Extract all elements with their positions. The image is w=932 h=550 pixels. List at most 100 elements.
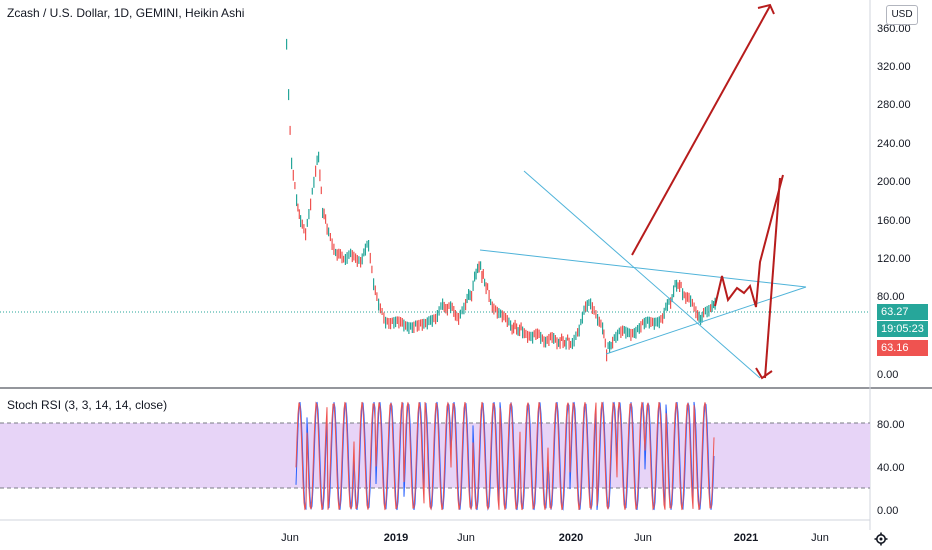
candle	[446, 303, 448, 316]
candle	[680, 281, 682, 289]
candle	[408, 322, 410, 334]
indicator-label[interactable]: Stoch RSI (3, 3, 14, 14, close)	[7, 398, 168, 412]
candle	[355, 253, 357, 263]
candle	[385, 316, 387, 329]
candle	[379, 303, 381, 314]
candle	[303, 224, 305, 234]
stoch-tick: 80.00	[877, 419, 905, 431]
price-pane[interactable]	[0, 0, 870, 388]
candle	[496, 306, 498, 319]
price-tick: 360.00	[877, 23, 911, 35]
candle	[632, 329, 634, 338]
upper-trendline[interactable]	[479, 249, 807, 288]
candle	[445, 304, 447, 314]
candle	[286, 38, 288, 50]
candle	[519, 324, 521, 337]
candle	[356, 255, 358, 267]
candle	[533, 330, 535, 338]
gear-icon[interactable]	[874, 532, 888, 546]
candle	[610, 341, 612, 350]
candle	[360, 257, 362, 268]
candle	[668, 297, 670, 305]
candle	[366, 240, 368, 248]
candle	[298, 209, 300, 219]
candle	[548, 334, 550, 346]
candle	[588, 299, 590, 306]
candle	[319, 169, 321, 182]
candle	[435, 313, 437, 325]
candle	[554, 335, 556, 343]
price-tick: 160.00	[877, 215, 911, 227]
candle	[713, 301, 715, 309]
candle	[369, 252, 371, 264]
candle	[538, 329, 540, 338]
candle	[510, 320, 512, 331]
candle	[344, 254, 346, 265]
currency-button[interactable]: USD	[886, 5, 918, 25]
candle	[358, 256, 360, 264]
candle	[341, 251, 343, 264]
candle	[567, 334, 569, 341]
candle	[418, 319, 420, 331]
candle	[459, 309, 461, 319]
candle	[495, 305, 497, 313]
candle	[361, 253, 363, 265]
candle	[428, 316, 430, 326]
candle	[543, 336, 545, 348]
candle	[503, 311, 505, 321]
last-price-tag: 63.27	[877, 304, 928, 320]
candle	[481, 271, 483, 283]
candle	[652, 317, 654, 327]
candle	[637, 325, 639, 333]
stoch-series	[295, 401, 715, 511]
candle	[431, 314, 433, 327]
candle	[532, 331, 534, 344]
candle	[400, 317, 402, 327]
bearish-arrow-head	[755, 367, 773, 380]
stoch-tick: 40.00	[877, 462, 905, 474]
candle	[617, 329, 619, 341]
candle	[322, 207, 324, 218]
candle	[545, 336, 547, 348]
candle	[603, 329, 605, 339]
candle	[570, 341, 572, 348]
price-tick: 240.00	[877, 138, 911, 150]
candle	[604, 338, 606, 348]
candle	[642, 319, 644, 326]
candle	[484, 278, 486, 287]
candle	[472, 280, 474, 291]
time-tick: Jun	[634, 532, 652, 544]
candle	[475, 268, 477, 280]
candle	[650, 317, 652, 327]
projection-path[interactable]	[714, 174, 784, 308]
candle	[607, 342, 609, 349]
candle	[339, 249, 341, 259]
candle	[551, 332, 553, 343]
descending-trendline[interactable]	[523, 170, 761, 379]
candle	[378, 298, 380, 311]
countdown-tag: 19:05:23	[877, 321, 928, 337]
candle	[663, 307, 665, 319]
candle	[613, 334, 615, 341]
candle	[541, 334, 543, 342]
bearish-arrow-path[interactable]	[764, 177, 781, 379]
candle	[562, 336, 564, 349]
price-series	[286, 38, 716, 362]
candle	[294, 182, 296, 190]
candle	[453, 306, 455, 317]
candle	[564, 340, 566, 347]
candle	[710, 304, 712, 313]
candle	[433, 314, 435, 323]
candle	[685, 292, 687, 304]
candle	[426, 317, 428, 330]
candle	[335, 248, 337, 257]
lower-trendline[interactable]	[605, 286, 807, 355]
candle	[501, 310, 503, 323]
candle	[653, 317, 655, 330]
candle	[505, 313, 507, 323]
candle	[442, 298, 444, 310]
bullish-arrow-path[interactable]	[631, 5, 771, 256]
candle	[677, 282, 679, 289]
candle	[549, 332, 552, 341]
